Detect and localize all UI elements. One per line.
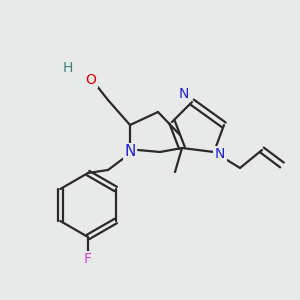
Text: N: N [215,147,225,161]
Text: O: O [85,73,96,87]
Text: N: N [179,87,189,101]
Text: N: N [124,145,136,160]
Text: F: F [84,252,92,266]
Text: H: H [63,61,73,75]
